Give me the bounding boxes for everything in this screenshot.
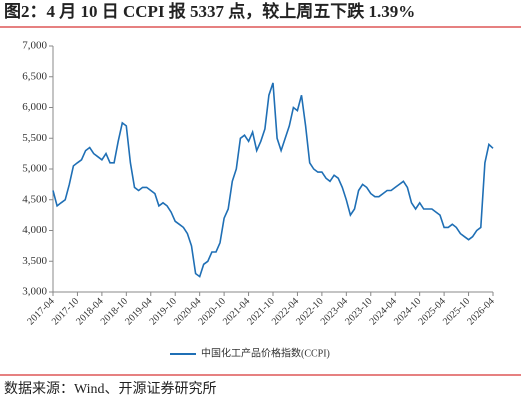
y-tick-label: 7,000 [22,40,47,52]
y-tick-label: 6,500 [22,70,47,82]
y-tick-label: 3,000 [22,286,47,298]
y-tick-label: 4,000 [22,224,47,236]
y-tick-label: 5,500 [22,132,47,144]
line [52,82,494,278]
source: 数据来源：Wind、开源证券研究所 [4,381,217,397]
x-tick-label: 2026-04 [465,296,496,327]
y-tick-label: 6,000 [22,101,47,113]
y-tick-label: 4,500 [22,193,47,205]
y-tick-label: 5,000 [22,163,47,175]
legend-label: 中国化工产品价格指数(CCPI) [201,346,330,359]
chart-title: 图2：4 月 10 日 CCPI 报 5337 点，较上周五下跌 1.39% [4,1,415,21]
y-tick-label: 3,500 [22,255,47,267]
